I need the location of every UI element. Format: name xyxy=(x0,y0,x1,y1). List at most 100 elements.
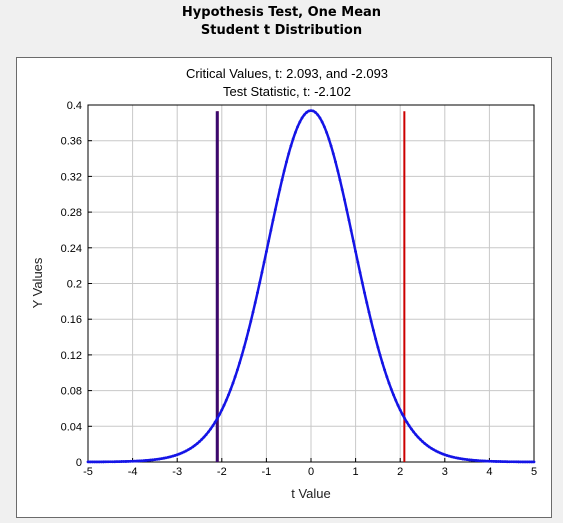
curve-point xyxy=(374,337,378,341)
curve-point xyxy=(93,460,97,464)
curve-point xyxy=(363,291,366,295)
y-tick-label: 0.4 xyxy=(67,100,82,112)
curve-point xyxy=(508,460,511,464)
window-title-line2: Student t Distribution xyxy=(200,23,363,38)
curve-point xyxy=(351,239,355,243)
curve-point xyxy=(207,430,210,434)
curve-point xyxy=(336,169,340,173)
curve-point xyxy=(302,113,306,117)
window-title-block: Hypothesis Test, One Mean Student t Dist… xyxy=(0,4,563,40)
curve-point xyxy=(325,131,329,134)
curve-point xyxy=(387,381,391,385)
curve-point xyxy=(318,116,322,120)
curve-point xyxy=(474,459,478,462)
x-tick-label: 1 xyxy=(353,466,359,478)
curve-point xyxy=(311,109,315,113)
curve-point xyxy=(510,460,514,464)
curve-point xyxy=(389,387,393,391)
curve-point xyxy=(169,455,172,459)
curve-point xyxy=(271,218,275,222)
curve-point xyxy=(456,456,460,460)
curve-point xyxy=(115,460,119,464)
curve-point xyxy=(441,452,444,456)
curve-point xyxy=(175,453,179,457)
y-tick-label: 0.28 xyxy=(61,207,82,219)
curve-point xyxy=(291,137,295,141)
curve-point xyxy=(193,443,197,447)
curve-point xyxy=(178,452,181,456)
curve-point xyxy=(287,152,291,156)
curve-point xyxy=(378,353,382,357)
x-tick-label: 0 xyxy=(308,466,314,478)
x-axis-label: t Value xyxy=(291,486,331,501)
curve-point xyxy=(209,427,213,431)
curve-point xyxy=(173,454,177,457)
curve-point xyxy=(262,260,266,264)
curve-point xyxy=(479,459,482,463)
curve-point xyxy=(137,459,141,463)
curve-point xyxy=(418,438,422,441)
curve-point xyxy=(269,229,273,232)
curve-point xyxy=(483,459,487,463)
curve-point xyxy=(485,459,489,463)
curve-point xyxy=(490,459,494,463)
curve-point xyxy=(213,420,217,424)
curve-point xyxy=(222,403,226,407)
curve-point xyxy=(385,375,389,379)
x-tick-label: -3 xyxy=(172,466,182,478)
curve-point xyxy=(99,460,103,464)
curve-point xyxy=(412,430,415,434)
curve-point xyxy=(369,319,373,323)
curve-point xyxy=(171,454,175,458)
curve-point xyxy=(463,457,467,461)
curve-point xyxy=(278,188,282,191)
curve-point xyxy=(86,460,90,464)
curve-point xyxy=(122,460,126,463)
curve-point xyxy=(436,450,440,454)
curve-point xyxy=(180,451,184,455)
curve-point xyxy=(233,375,237,379)
curve-point xyxy=(427,445,431,449)
curve-point xyxy=(459,457,462,461)
curve-point xyxy=(316,113,320,117)
curve-point xyxy=(445,454,449,457)
curve-point xyxy=(329,144,333,148)
curve-point xyxy=(258,281,262,285)
curve-point xyxy=(142,459,146,463)
curve-point xyxy=(267,239,271,243)
curve-point xyxy=(186,448,190,452)
curve-point xyxy=(236,368,239,372)
curve-point xyxy=(519,460,523,464)
curve-point xyxy=(133,459,137,463)
curve-point xyxy=(334,160,337,164)
curve-point xyxy=(128,459,132,463)
y-tick-label: 0.32 xyxy=(61,171,82,183)
curve-point xyxy=(503,460,507,464)
curve-point xyxy=(146,458,150,462)
curve-point xyxy=(104,460,108,464)
curve-point xyxy=(398,408,402,412)
curve-point xyxy=(340,188,344,191)
y-tick-label: 0.04 xyxy=(61,421,82,433)
curve-point xyxy=(356,260,360,264)
curve-point xyxy=(202,435,206,439)
curve-point xyxy=(343,198,346,201)
curve-point xyxy=(240,353,244,357)
curve-point xyxy=(293,131,297,134)
curve-point xyxy=(434,449,438,453)
curve-point xyxy=(465,458,469,461)
t-distribution-chart: Critical Values, t: 2.093, and -2.093 Te… xyxy=(30,66,537,501)
curve-point xyxy=(200,438,204,441)
curve-point xyxy=(191,445,195,449)
chart-subtitle: Test Statistic, t: -2.102 xyxy=(223,84,351,99)
chart-frame: Critical Values, t: 2.093, and -2.093 Te… xyxy=(16,57,552,518)
curve-point xyxy=(153,458,157,461)
curve-point xyxy=(532,460,536,464)
curve-point xyxy=(327,137,331,141)
curve-point xyxy=(499,460,502,463)
tick-label-layer: -5 -4 -3 -2 -1 0 1 2 3 4 5 0 0.04 0.08 0.12 0.16 0.2 0.24… xyxy=(61,100,537,478)
curve-point xyxy=(345,208,349,212)
curve-point xyxy=(423,442,427,445)
curve-point xyxy=(376,345,380,349)
